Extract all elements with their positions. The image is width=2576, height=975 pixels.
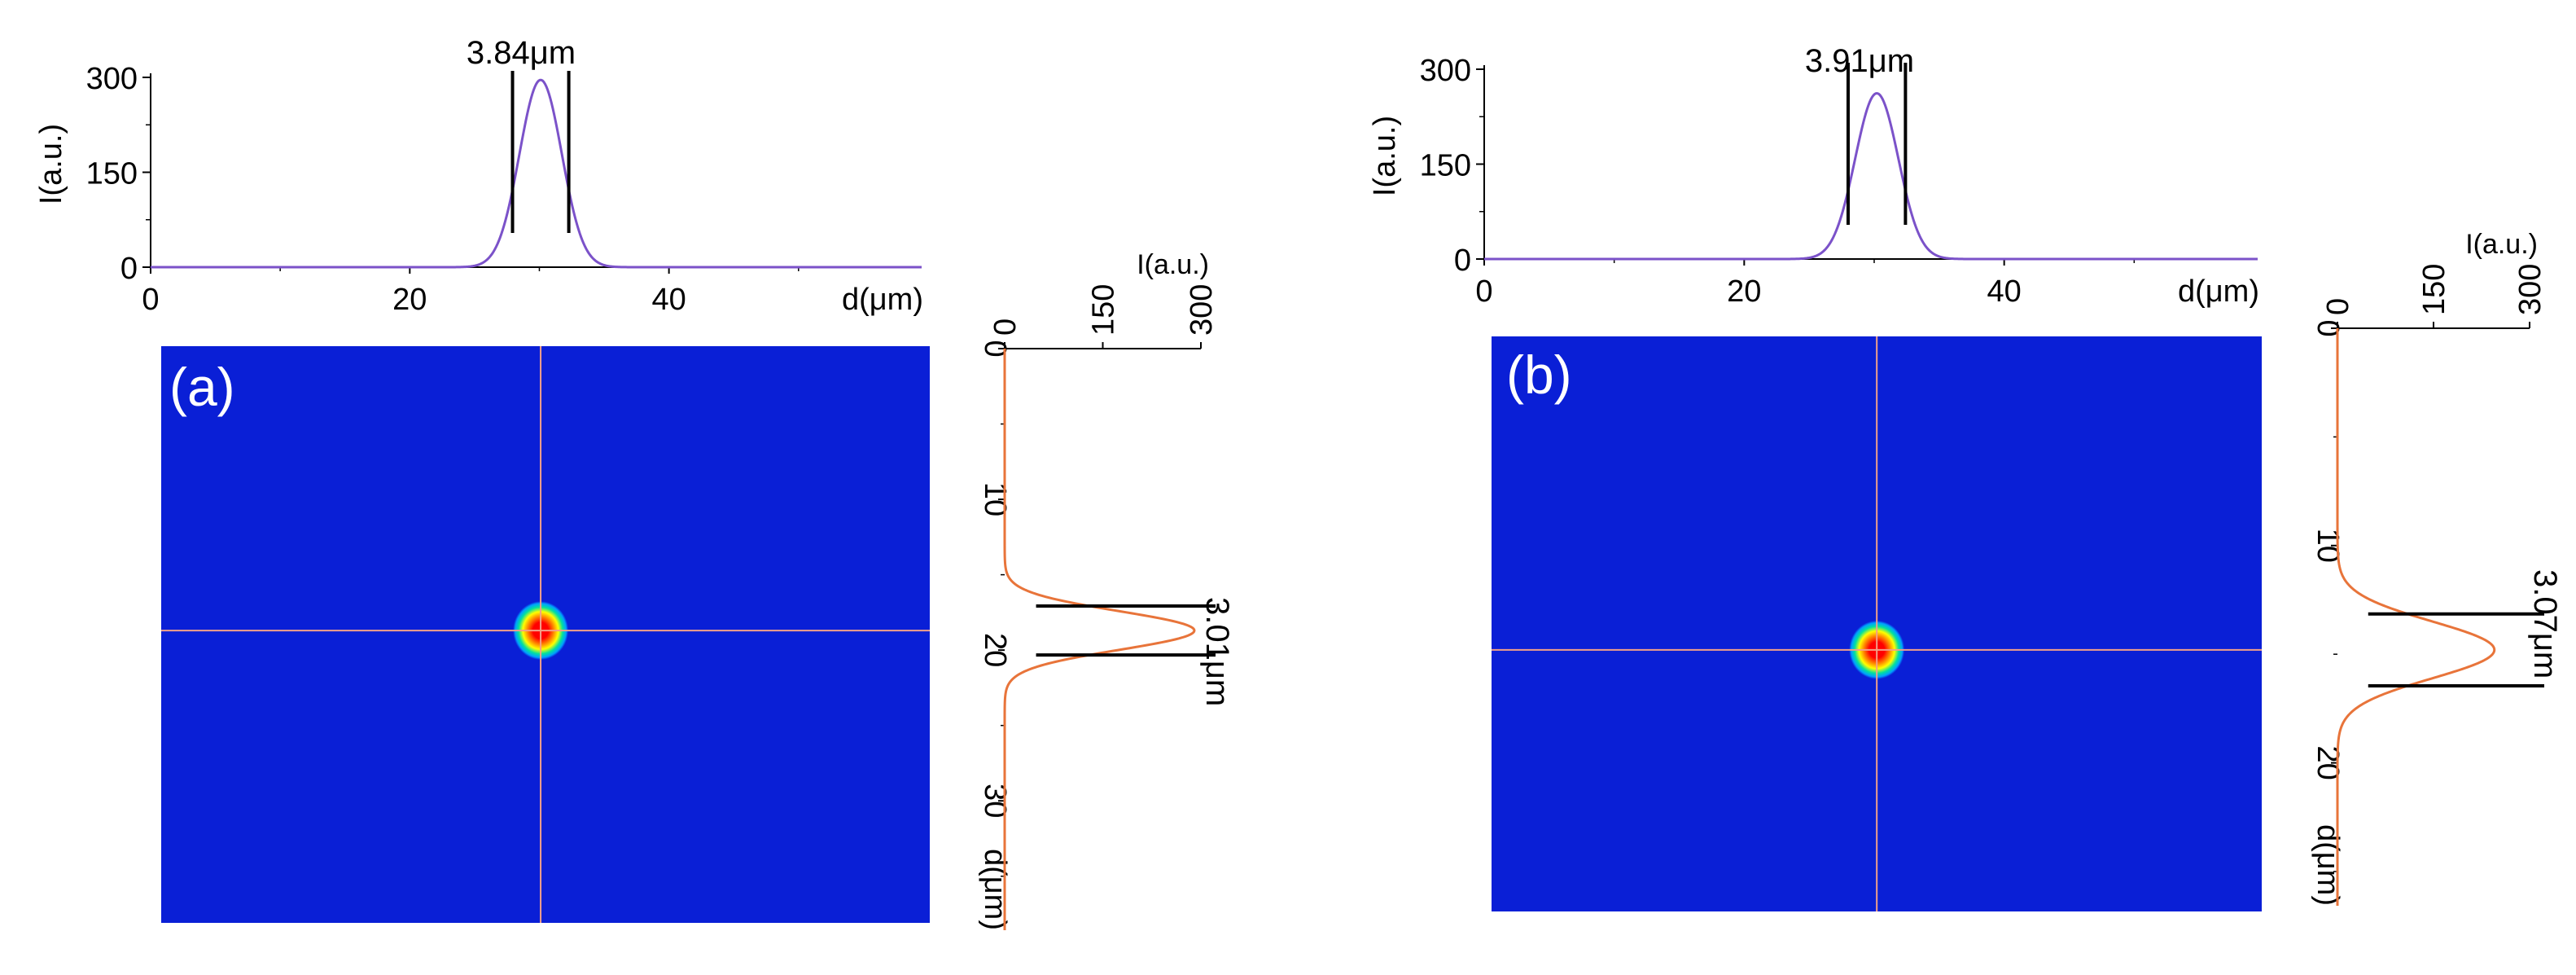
- top-profile-line: [151, 78, 922, 269]
- top-y-axis-label: I(a.u.): [1368, 116, 1402, 196]
- side-d-tick-label: 10: [978, 482, 1012, 516]
- side-d-tick-label: 20: [978, 633, 1012, 667]
- top-y-tick-label: 150: [1420, 149, 1471, 183]
- side-d-tick-label: 0: [2311, 319, 2345, 336]
- top-y-tick-label: 0: [1454, 244, 1471, 278]
- top-x-axis-label: d(μm): [2178, 274, 2259, 309]
- side-profile-line: [1003, 349, 1196, 930]
- top-profile-chart: 0 150 300 0 20 40 d(μm) I(a.u.) 3.91μm: [1368, 43, 2259, 309]
- beam-image: (a): [161, 346, 930, 923]
- side-i-tick-label: 300: [1185, 284, 1219, 336]
- side-d-axis-label: d(μm): [2311, 824, 2345, 906]
- top-y-axis-label: I(a.u.): [34, 124, 68, 204]
- side-profile-chart: 0 150 300 I(a.u.) 0 10 20 d(μm) 3.07μm: [2311, 229, 2563, 906]
- top-y-tick-label: 0: [120, 252, 138, 286]
- top-x-axis-label: d(μm): [842, 283, 923, 317]
- top-x-tick-label: 40: [1987, 274, 2022, 309]
- top-profile-line: [1484, 92, 2258, 261]
- top-y-tick-label: 300: [86, 62, 138, 96]
- side-i-tick-label: 150: [1087, 284, 1121, 336]
- side-i-axis-label: I(a.u.): [2465, 229, 2538, 260]
- top-x-tick-label: 40: [651, 283, 686, 317]
- side-i-tick-label: 0: [988, 318, 1023, 336]
- side-d-tick-label: 20: [2311, 745, 2345, 780]
- panel-label: (b): [1506, 345, 1572, 405]
- panel-label: (a): [169, 357, 235, 417]
- side-d-tick-label: 0: [978, 340, 1012, 357]
- top-x-tick-label: 20: [392, 283, 427, 317]
- side-fwhm-label: 3.01μm: [1199, 597, 1235, 706]
- panel-b: 0 150 300 0 20 40 d(μm) I(a.u.) 3.91μm (b) 0 150 300…: [1368, 43, 2563, 911]
- top-x-tick-label: 0: [142, 283, 159, 317]
- top-profile-chart: 0 150 300 0 20 40 d(μm) I(a.u.) 3.84μm: [34, 35, 923, 317]
- side-fwhm-label: 3.07μm: [2527, 569, 2563, 679]
- top-fwhm-label: 3.84μm: [467, 35, 576, 71]
- top-y-tick-label: 300: [1420, 54, 1471, 88]
- side-i-axis-label: I(a.u.): [1137, 249, 1209, 280]
- side-i-tick-label: 0: [2321, 298, 2355, 315]
- side-profile-chart: 0 150 300 I(a.u.) 0 10 20 30 d(μm) 3.01μm: [978, 249, 1235, 930]
- side-i-tick-label: 300: [2513, 264, 2548, 315]
- beam-image: (b): [1492, 336, 2262, 911]
- top-x-tick-label: 0: [1475, 274, 1492, 309]
- top-fwhm-label: 3.91μm: [1805, 43, 1914, 79]
- side-profile-line: [2336, 328, 2496, 906]
- side-d-axis-label: d(μm): [978, 849, 1012, 930]
- side-d-tick-label: 30: [978, 784, 1012, 818]
- top-y-tick-label: 150: [86, 157, 138, 191]
- side-d-tick-label: 10: [2311, 529, 2345, 563]
- side-i-tick-label: 150: [2417, 264, 2451, 315]
- top-x-tick-label: 20: [1727, 274, 1761, 309]
